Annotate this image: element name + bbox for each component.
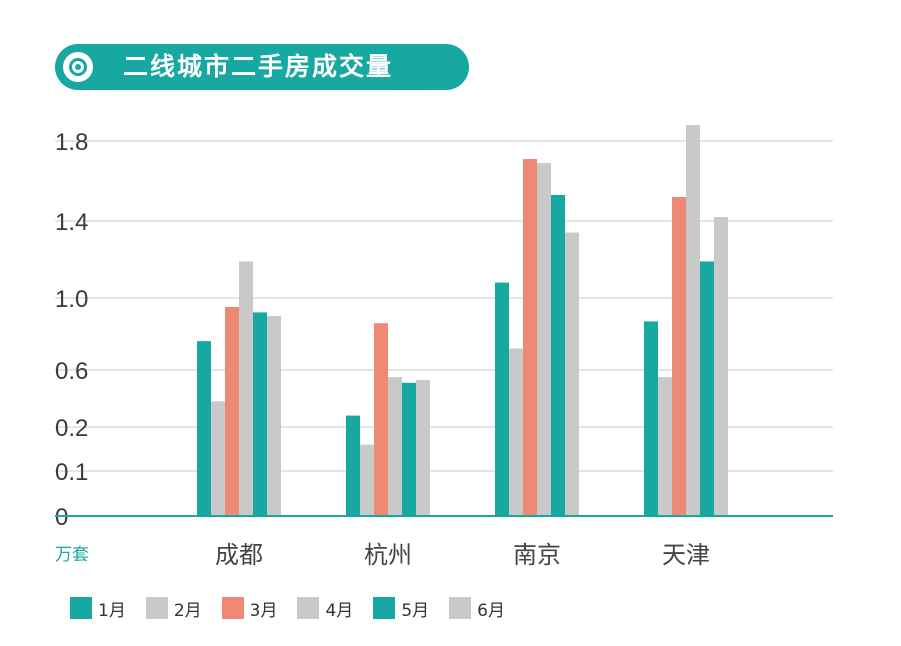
legend-swatch xyxy=(449,597,472,619)
y-tick-label: 1.8 xyxy=(55,129,88,156)
chart-title: 二线城市二手房成交量 xyxy=(123,52,394,81)
category-label: 杭州 xyxy=(364,541,412,569)
bar-5-0 xyxy=(253,312,267,516)
legend-item: 3月 xyxy=(221,595,278,621)
legend-label: 2月 xyxy=(173,600,202,621)
chart-title-banner: 二线城市二手房成交量 xyxy=(55,44,473,100)
y-tick-label: 1.0 xyxy=(55,286,88,313)
legend-item: 4月 xyxy=(297,595,353,621)
bar-6-2 xyxy=(565,232,579,517)
legend-label: 4月 xyxy=(325,600,354,621)
legend-label: 1月 xyxy=(98,600,126,621)
bar-1-3 xyxy=(644,321,658,516)
legend-swatch xyxy=(70,597,92,619)
bar-3-0 xyxy=(225,307,239,516)
title-pill: 二线城市二手房成交量 xyxy=(55,44,469,90)
bar-3-1 xyxy=(374,323,388,516)
bar-5-3 xyxy=(700,261,714,516)
legend-item: 5月 xyxy=(373,595,429,621)
legend-swatch xyxy=(297,597,320,619)
bar-1-2 xyxy=(495,282,509,516)
y-tick-label: 0.6 xyxy=(55,358,88,385)
bar-4-3 xyxy=(686,125,700,516)
y-tick-label: 1.4 xyxy=(55,209,88,236)
category-label: 成都 xyxy=(215,541,263,569)
bar-4-1 xyxy=(388,377,402,516)
bar-1-0 xyxy=(197,341,211,516)
legend-item: 2月 xyxy=(145,595,202,621)
bar-6-3 xyxy=(714,217,728,516)
bar-4-0 xyxy=(239,261,253,516)
legend-swatch xyxy=(373,597,396,619)
bar-6-1 xyxy=(416,379,430,516)
bar-3-2 xyxy=(523,159,537,516)
bar-6-0 xyxy=(267,316,281,516)
legend-label: 6月 xyxy=(477,600,505,621)
bar-5-2 xyxy=(551,195,565,516)
legend-label: 5月 xyxy=(401,600,430,621)
category-label: 天津 xyxy=(662,541,710,569)
bar-1-1 xyxy=(346,415,360,516)
y-tick-label: 0 xyxy=(55,504,68,531)
bar-5-1 xyxy=(402,382,416,516)
legend-item: 1月 xyxy=(70,595,126,621)
bar-2-0 xyxy=(211,401,225,516)
y-tick-label: 0.1 xyxy=(55,459,88,486)
y-tick-label: 0.2 xyxy=(55,415,88,442)
bar-4-2 xyxy=(537,163,551,516)
bar-2-3 xyxy=(658,377,672,516)
legend-item: 6月 xyxy=(449,595,505,621)
legend: 1月 2月 3月 4月 5月 6月 xyxy=(70,595,525,621)
y-unit-label: 万套 xyxy=(55,545,89,565)
target-icon xyxy=(63,52,93,82)
bar-2-2 xyxy=(509,348,523,516)
bar-2-1 xyxy=(360,444,374,516)
legend-swatch xyxy=(145,597,168,619)
legend-swatch xyxy=(221,597,244,619)
bar-3-3 xyxy=(672,197,686,516)
category-label: 南京 xyxy=(513,541,561,569)
legend-label: 3月 xyxy=(249,600,278,621)
